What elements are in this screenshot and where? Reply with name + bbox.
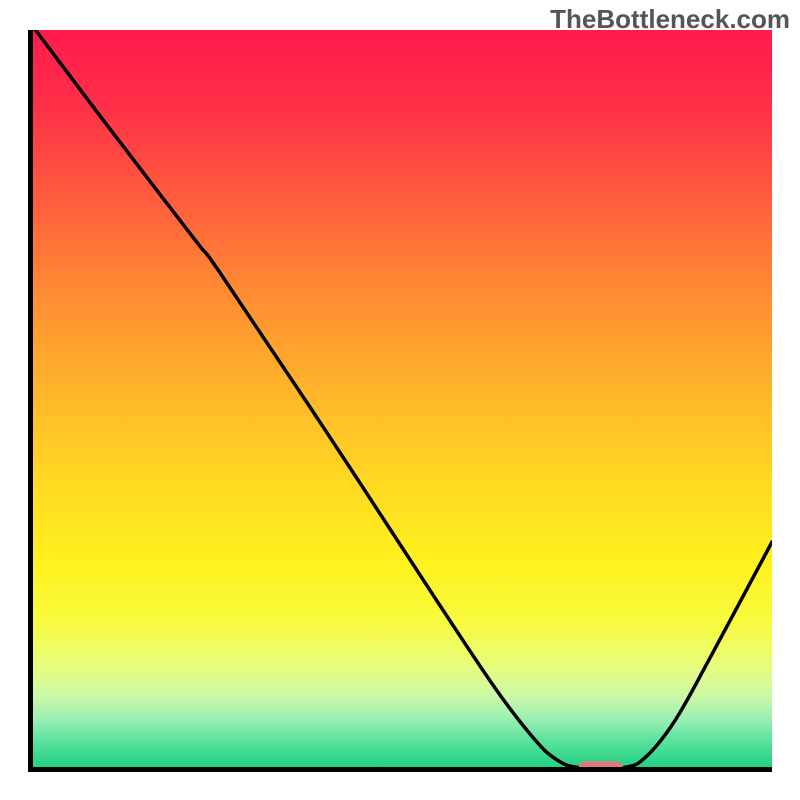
chart-container: TheBottleneck.com [0,0,800,800]
gradient-background [28,30,772,772]
chart-svg [28,30,772,772]
plot-area [28,30,772,772]
watermark-text: TheBottleneck.com [550,4,790,35]
